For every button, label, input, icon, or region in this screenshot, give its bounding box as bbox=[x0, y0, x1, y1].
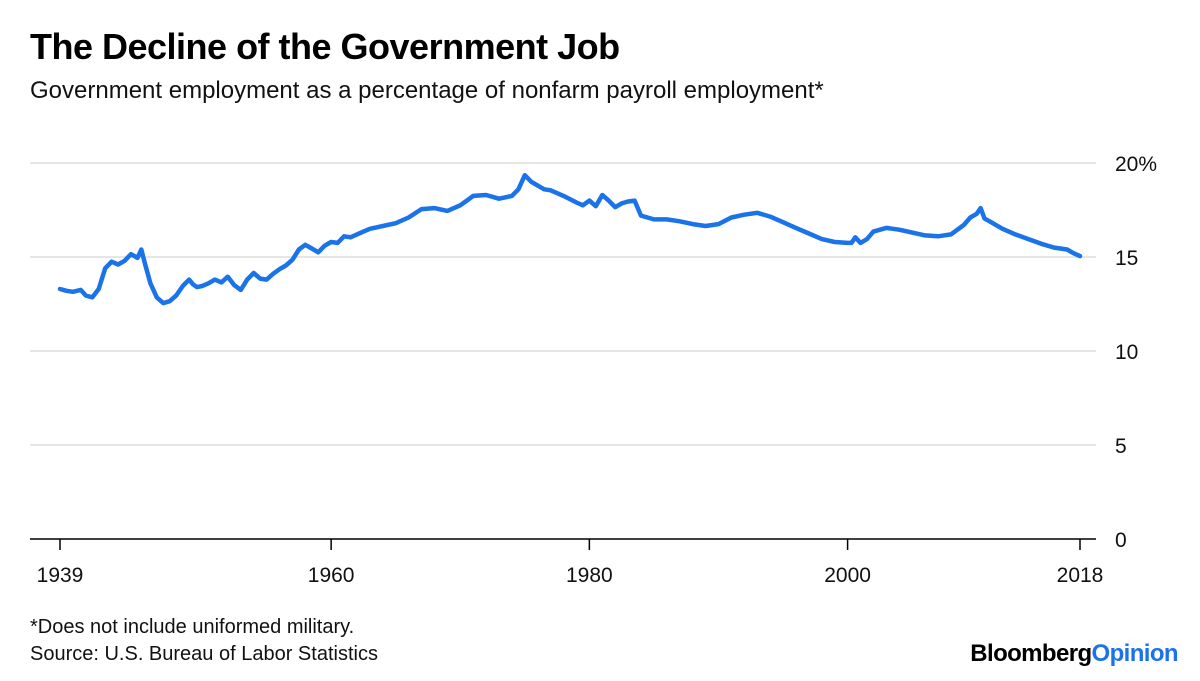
x-tick-label: 2000 bbox=[824, 564, 871, 587]
x-tick-label: 1939 bbox=[37, 564, 84, 587]
y-tick-label: 20% bbox=[1115, 153, 1157, 176]
brand-primary: Bloomberg bbox=[970, 640, 1092, 667]
y-tick-label: 5 bbox=[1115, 435, 1127, 458]
footnote-source: Source: U.S. Bureau of Labor Statistics bbox=[30, 643, 378, 665]
x-tick-label: 1960 bbox=[308, 564, 355, 587]
x-tick-label: 2018 bbox=[1057, 564, 1104, 587]
chart-title: The Decline of the Government Job bbox=[30, 26, 620, 67]
brand-logo: BloombergOpinion bbox=[970, 640, 1178, 668]
y-tick-label: 10 bbox=[1115, 341, 1138, 364]
series-line-0 bbox=[57, 172, 1083, 306]
gridlines bbox=[30, 162, 1096, 446]
tick-labels: 20% 15 10 5 0 1939 1960 1980 2000 2018 bbox=[37, 153, 1157, 587]
brand-secondary: Opinion bbox=[1091, 640, 1179, 667]
footnote-note: *Does not include uniformed military. bbox=[30, 616, 355, 638]
chart-subtitle: Government employment as a percentage of… bbox=[30, 77, 824, 104]
series-layer bbox=[57, 172, 1083, 306]
footnote: *Does not include uniformed military. So… bbox=[30, 614, 378, 668]
y-tick-label: 15 bbox=[1115, 247, 1138, 270]
x-axis bbox=[30, 538, 1096, 550]
y-tick-label: 0 bbox=[1115, 529, 1127, 552]
x-tick-label: 1980 bbox=[566, 564, 613, 587]
